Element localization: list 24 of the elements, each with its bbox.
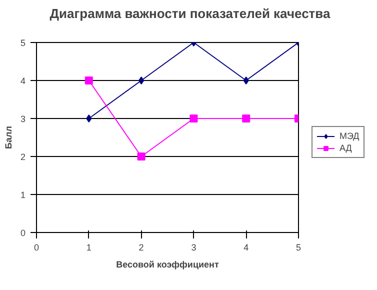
legend-label: АД — [340, 143, 353, 153]
x-tick-label: 5 — [296, 242, 302, 252]
point — [138, 76, 144, 84]
y-tick-label: 4 — [20, 76, 26, 86]
y-tick-label: 3 — [20, 114, 26, 124]
y-tick-label: 5 — [20, 38, 26, 48]
legend-label: МЭД — [340, 131, 360, 141]
point — [190, 114, 198, 122]
point — [243, 76, 249, 84]
x-tick-label: 2 — [138, 242, 144, 252]
x-axis-title: Весовой коэффициент — [116, 260, 220, 270]
point — [86, 114, 92, 122]
x-tick-label: 1 — [86, 242, 92, 252]
x-tick-label: 0 — [34, 242, 40, 252]
y-tick-label: 2 — [20, 152, 26, 162]
y-axis-title: Балл — [3, 126, 14, 149]
point — [242, 114, 250, 122]
x-tick-label: 4 — [244, 242, 249, 252]
y-tick-label: 1 — [20, 190, 26, 200]
point — [84, 76, 93, 84]
y-tick-label: 0 — [20, 228, 26, 238]
x-tick-label: 3 — [191, 242, 196, 252]
point — [137, 152, 146, 160]
chart-title: Диаграмма важности показателей качества — [50, 5, 330, 23]
